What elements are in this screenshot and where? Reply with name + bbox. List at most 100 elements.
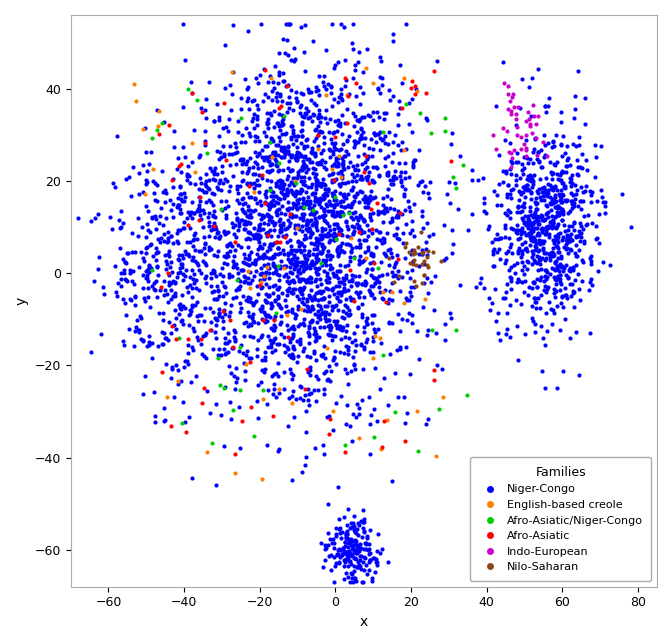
Niger-Congo (331, 218, 342, 229)
Niger-Congo (321, 366, 331, 376)
Niger-Congo (213, 246, 224, 256)
Niger-Congo (191, 371, 202, 381)
Niger-Congo (291, 393, 302, 404)
Niger-Congo (321, 45, 331, 55)
Niger-Congo (565, 279, 576, 289)
Niger-Congo (327, 334, 337, 345)
Niger-Congo (356, 395, 367, 405)
Niger-Congo (292, 173, 302, 183)
Niger-Congo (616, 189, 627, 199)
Niger-Congo (282, 342, 292, 352)
Niger-Congo (314, 90, 325, 100)
Niger-Congo (357, 111, 368, 122)
Niger-Congo (193, 316, 204, 327)
Niger-Congo (159, 185, 170, 195)
Niger-Congo (554, 202, 565, 213)
Nilo-Saharan (409, 245, 419, 255)
Niger-Congo (276, 317, 286, 327)
Niger-Congo (556, 261, 567, 271)
Niger-Congo (341, 532, 351, 542)
Afro-Asiatic (378, 416, 389, 426)
Niger-Congo (233, 268, 243, 278)
Niger-Congo (338, 209, 349, 219)
Niger-Congo (200, 238, 210, 248)
Niger-Congo (288, 173, 298, 183)
Niger-Congo (341, 273, 351, 283)
Niger-Congo (249, 109, 259, 119)
Niger-Congo (505, 164, 515, 174)
Niger-Congo (264, 202, 275, 212)
Niger-Congo (328, 191, 339, 201)
Niger-Congo (534, 218, 544, 229)
Niger-Congo (357, 257, 368, 267)
Niger-Congo (562, 292, 573, 303)
Niger-Congo (286, 209, 296, 220)
Niger-Congo (302, 302, 313, 312)
English-based creole (282, 310, 293, 320)
Niger-Congo (318, 212, 329, 222)
Niger-Congo (347, 536, 358, 546)
Niger-Congo (282, 187, 293, 197)
Niger-Congo (322, 231, 333, 242)
Niger-Congo (268, 287, 279, 298)
Niger-Congo (310, 169, 321, 179)
Niger-Congo (187, 88, 198, 98)
Niger-Congo (309, 244, 320, 254)
Niger-Congo (362, 171, 373, 181)
Niger-Congo (265, 191, 276, 201)
Niger-Congo (534, 238, 544, 248)
Niger-Congo (493, 308, 503, 318)
Niger-Congo (276, 256, 287, 267)
Niger-Congo (292, 131, 303, 142)
Niger-Congo (386, 157, 397, 167)
Niger-Congo (560, 270, 571, 280)
Niger-Congo (319, 266, 329, 276)
Niger-Congo (233, 402, 244, 412)
Niger-Congo (310, 133, 321, 143)
Niger-Congo (271, 181, 282, 191)
Niger-Congo (330, 319, 341, 330)
Niger-Congo (355, 257, 366, 267)
Niger-Congo (298, 193, 308, 203)
Niger-Congo (283, 171, 294, 181)
Niger-Congo (335, 324, 346, 334)
Nilo-Saharan (384, 252, 394, 263)
Niger-Congo (540, 189, 551, 200)
Niger-Congo (420, 180, 431, 191)
Niger-Congo (118, 265, 129, 275)
Niger-Congo (365, 195, 376, 205)
Niger-Congo (516, 229, 527, 240)
Niger-Congo (321, 164, 331, 174)
Nilo-Saharan (407, 259, 418, 269)
Niger-Congo (118, 294, 128, 305)
Niger-Congo (563, 247, 574, 258)
Niger-Congo (258, 211, 269, 221)
Niger-Congo (358, 523, 369, 533)
Niger-Congo (361, 337, 372, 347)
Niger-Congo (312, 374, 323, 384)
Niger-Congo (526, 226, 536, 236)
Niger-Congo (362, 569, 373, 579)
Niger-Congo (355, 560, 366, 571)
Niger-Congo (239, 137, 250, 147)
Niger-Congo (305, 182, 316, 193)
Niger-Congo (431, 56, 442, 66)
Niger-Congo (504, 265, 515, 275)
Niger-Congo (327, 191, 338, 201)
Niger-Congo (440, 253, 451, 263)
Niger-Congo (342, 533, 353, 543)
Niger-Congo (232, 263, 243, 273)
Niger-Congo (267, 95, 278, 105)
Niger-Congo (340, 118, 351, 128)
Niger-Congo (346, 550, 357, 560)
Niger-Congo (361, 316, 372, 326)
Nilo-Saharan (388, 277, 399, 287)
Niger-Congo (300, 196, 311, 207)
Niger-Congo (333, 119, 344, 129)
Niger-Congo (535, 192, 546, 202)
Niger-Congo (364, 538, 374, 549)
Niger-Congo (387, 213, 398, 223)
Niger-Congo (360, 553, 370, 563)
Niger-Congo (532, 211, 542, 222)
Niger-Congo (253, 77, 263, 88)
